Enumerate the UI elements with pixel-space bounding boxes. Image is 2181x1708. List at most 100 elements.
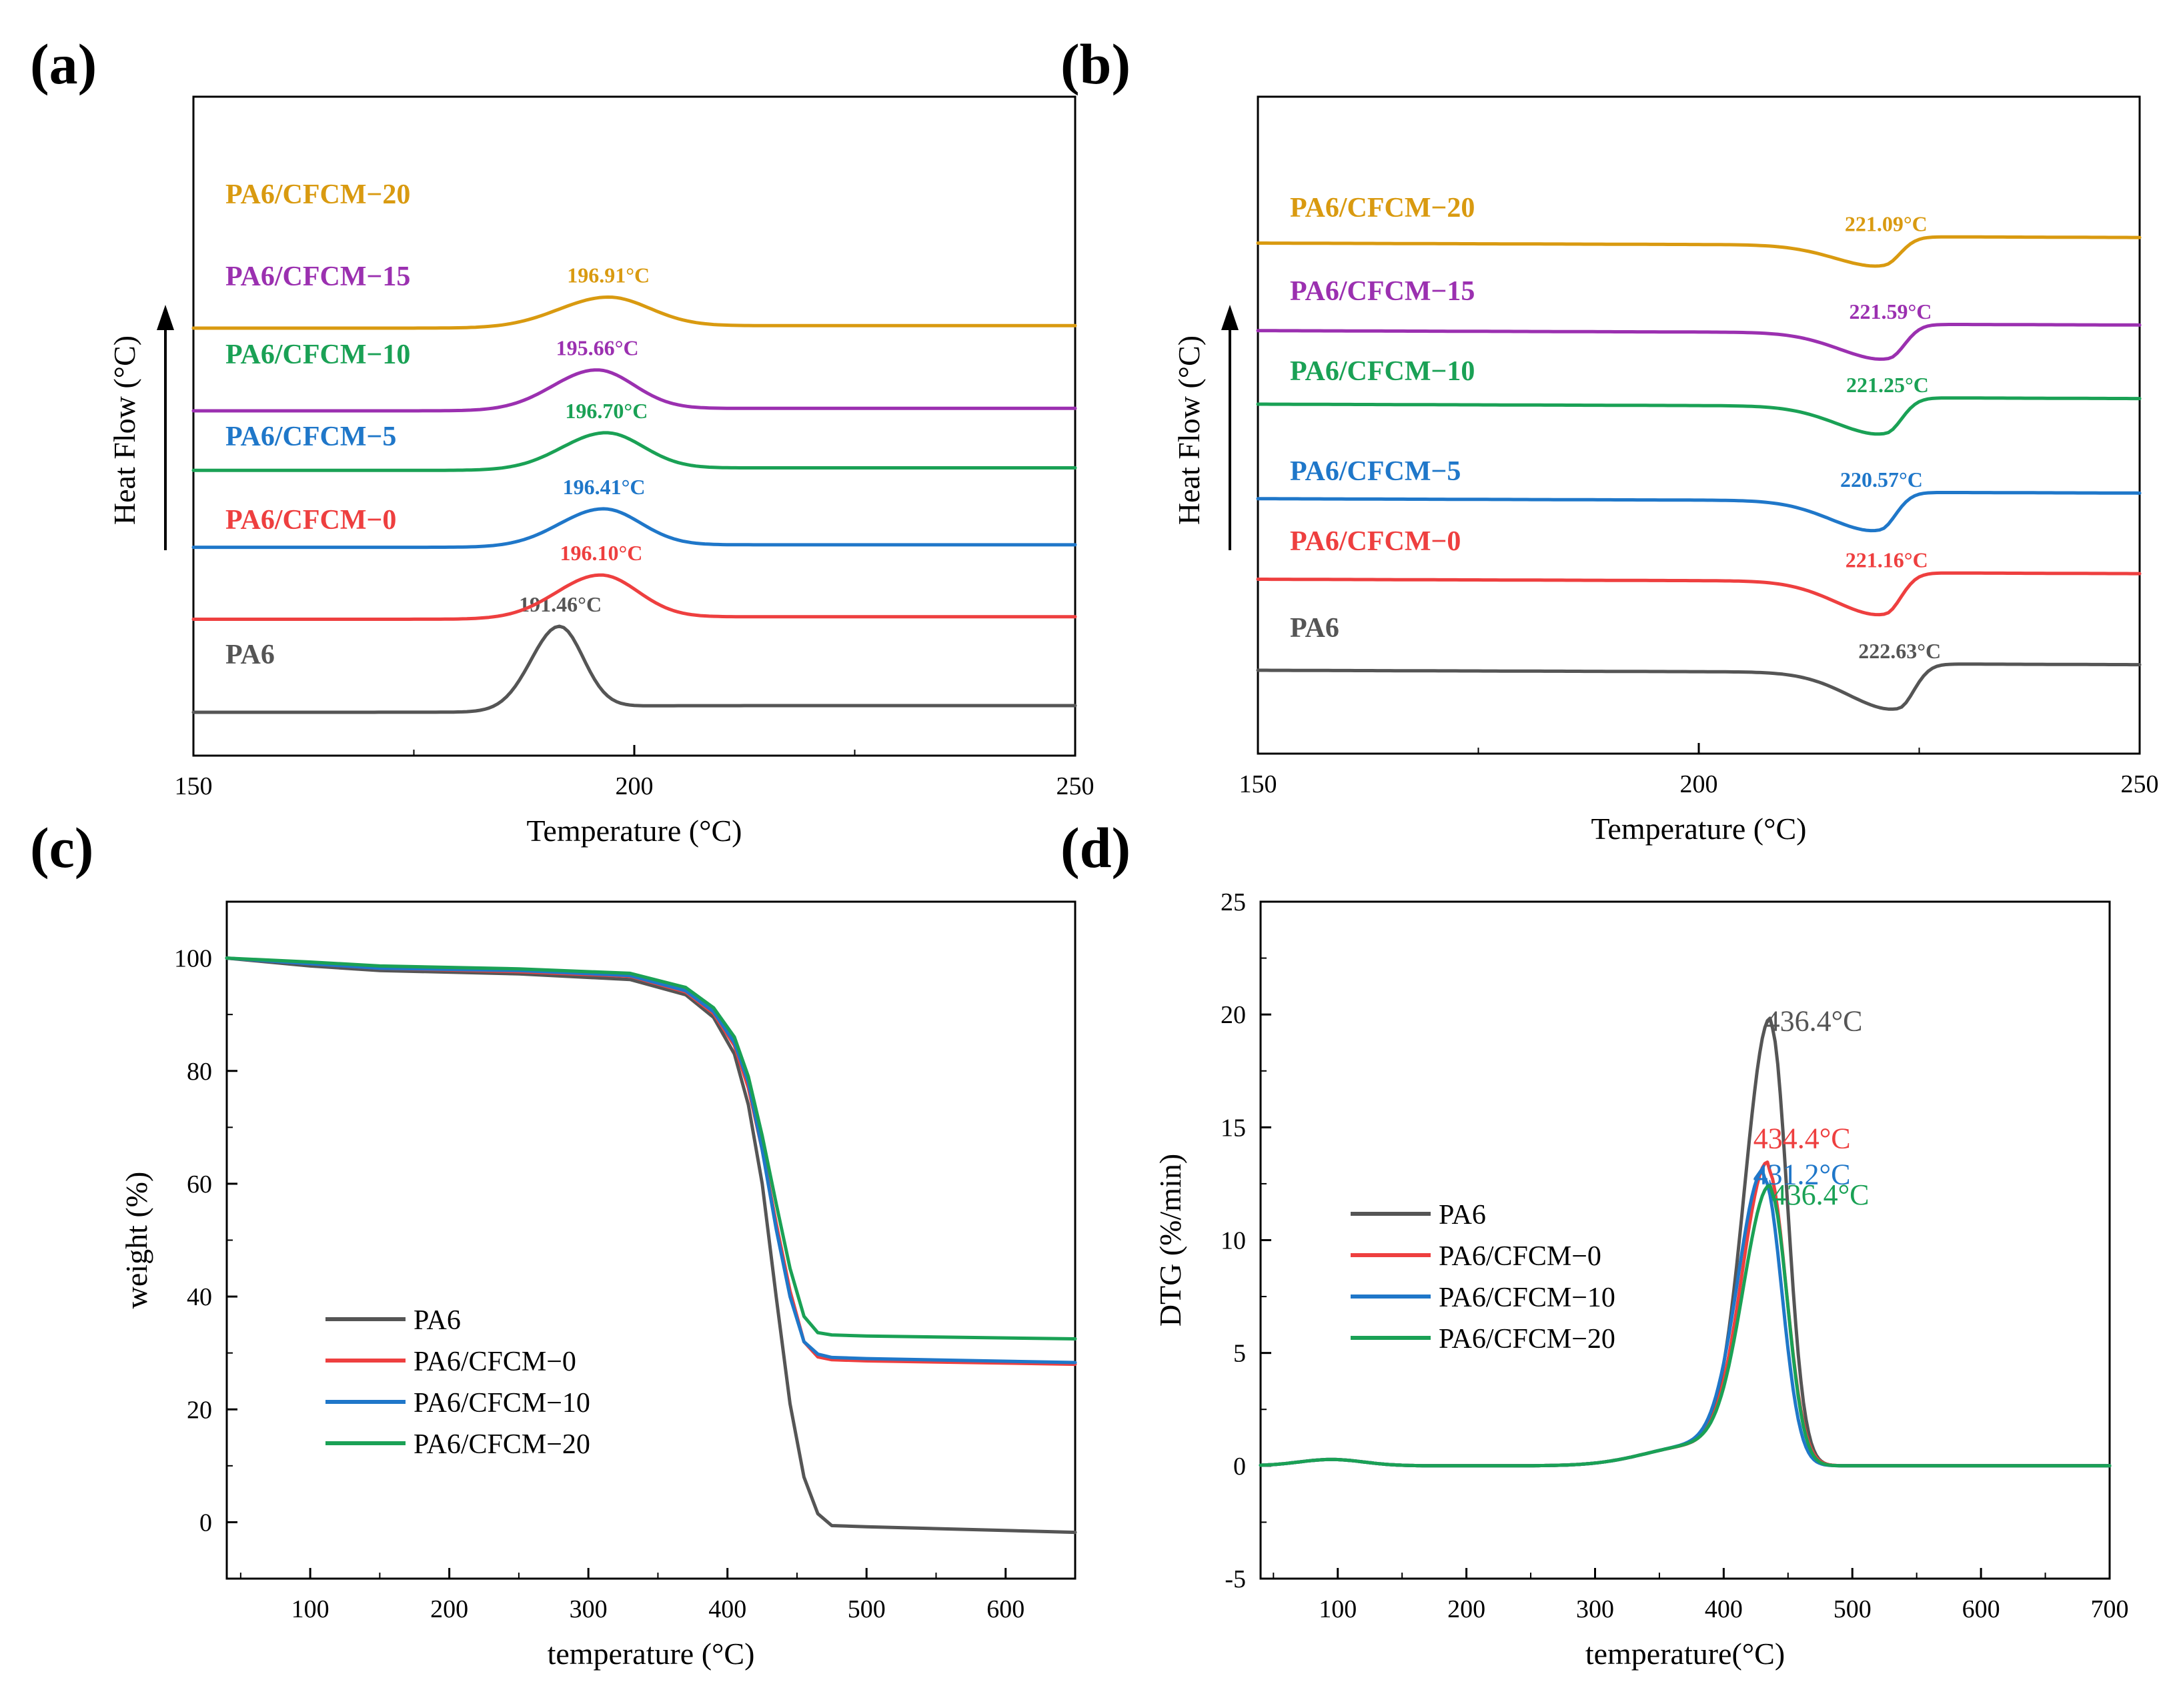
peak-label: 221.09°C [1845, 212, 1928, 236]
series-label-pa6-cfcm-15: PA6/CFCM−15 [225, 261, 410, 292]
series-label-pa6-cfcm-5: PA6/CFCM−5 [1290, 456, 1461, 487]
x-tick-label: 150 [1239, 770, 1277, 798]
curve-pa6 [1259, 1016, 2112, 1468]
y-axis-label: DTG (%/min) [1153, 1154, 1187, 1327]
legend-label-pa6: PA6 [414, 1305, 461, 1336]
y-axis-label: weight (%) [119, 1172, 153, 1309]
legend-label-pa6: PA6 [1439, 1200, 1486, 1230]
x-tick-label: 500 [848, 1595, 886, 1623]
curve-pa6-cfcm-10 [1256, 396, 2142, 436]
curve-pa6-cfcm-0 [1259, 1160, 2112, 1468]
x-tick-label: 200 [616, 772, 654, 800]
x-axis-label: Temperature (°C) [527, 814, 742, 848]
curve-pa6-cfcm-20 [1259, 1183, 2112, 1468]
y-tick-label: 20 [1221, 1001, 1246, 1029]
curve-pa6-cfcm-15 [1256, 323, 2142, 361]
peak-label: 436.4°C [1772, 1178, 1870, 1211]
peak-label: 196.41°C [563, 475, 646, 499]
curve-pa6 [191, 624, 1077, 714]
y-tick-label: 60 [187, 1170, 212, 1198]
legend-label-pa6-cfcm-0: PA6/CFCM−0 [414, 1347, 576, 1377]
panel-label-b: (b) [1060, 32, 1131, 96]
x-tick-label: 200 [430, 1595, 468, 1623]
curve-pa6-cfcm-0 [191, 573, 1077, 621]
y-tick-label: 80 [187, 1058, 212, 1086]
series-label-pa6-cfcm-10: PA6/CFCM−10 [1290, 356, 1475, 387]
panel-d: (d)100 200 300 400 500 600 700temperature(°C)-… [1060, 816, 2129, 1671]
peak-label: 221.16°C [1846, 548, 1928, 572]
x-tick-label: 100 [1319, 1595, 1357, 1623]
x-tick-label: 150 [175, 772, 213, 800]
curve-pa6 [225, 956, 1077, 1535]
curve-pa6-cfcm-0 [1256, 571, 2142, 617]
curve-pa6-cfcm-5 [191, 507, 1077, 550]
peak-label: 222.63°C [1858, 639, 1941, 663]
y-axis-label: Heat Flow (°C) [1172, 335, 1206, 525]
series-label-pa6-cfcm-0: PA6/CFCM−0 [225, 505, 396, 536]
x-tick-label: 400 [1705, 1595, 1743, 1623]
plot-frame-c [225, 900, 1076, 1580]
plot-frame-d [1259, 900, 2111, 1580]
peak-label: 221.25°C [1846, 373, 1929, 397]
series-label-pa6: PA6 [1290, 613, 1339, 644]
x-tick-label: 600 [1962, 1595, 2000, 1623]
x-tick-label: 400 [708, 1595, 746, 1623]
series-label-pa6-cfcm-0: PA6/CFCM−0 [1290, 526, 1461, 557]
panel-label-a: (a) [30, 32, 97, 96]
x-tick-label: 600 [986, 1595, 1024, 1623]
peak-label: 436.4°C [1765, 1005, 1863, 1038]
x-tick-label: 500 [1834, 1595, 1872, 1623]
series-label-pa6-cfcm-10: PA6/CFCM−10 [225, 339, 410, 370]
peak-label: 221.59°C [1849, 299, 1932, 323]
series-label-pa6-cfcm-15: PA6/CFCM−15 [1290, 276, 1475, 307]
x-tick-label: 300 [570, 1595, 608, 1623]
curve-pa6-cfcm-0 [225, 956, 1077, 1367]
x-tick-label: 250 [1056, 772, 1095, 800]
peak-label: 195.66°C [556, 336, 639, 360]
y-axis-label: Heat Flow (°C) [107, 335, 141, 525]
curve-pa6-cfcm-20 [1256, 235, 2142, 268]
x-axis-label: temperature (°C) [548, 1637, 755, 1671]
y-tick-label: 10 [1221, 1227, 1246, 1255]
peak-label: 196.70°C [565, 399, 648, 423]
panel-label-d: (d) [1060, 816, 1131, 880]
curve-pa6-cfcm-20 [191, 295, 1077, 330]
panel-a: (a) 150 200 250 Temperature (°C) Heat Flow (°… [30, 32, 1095, 848]
curve-pa6-cfcm-10 [191, 431, 1077, 472]
legend-label-pa6-cfcm-10: PA6/CFCM−10 [414, 1388, 590, 1419]
legend-label-pa6-cfcm-0: PA6/CFCM−0 [1439, 1241, 1601, 1272]
curve-pa6-cfcm-5 [1256, 491, 2142, 533]
panel-c: (c) 100 200 300 400 500 600 temperature (°C) 0 20… [30, 816, 1077, 1671]
x-tick-label: 200 [1447, 1595, 1485, 1623]
legend-label-pa6-cfcm-20: PA6/CFCM−20 [414, 1429, 590, 1460]
peak-label: 196.10°C [560, 541, 642, 565]
curve-pa6-cfcm-15 [191, 368, 1077, 413]
peak-label: 431.2°C [1753, 1158, 1851, 1191]
legend-label-pa6-cfcm-20: PA6/CFCM−20 [1439, 1324, 1615, 1355]
curve-pa6-cfcm-20 [225, 956, 1077, 1341]
y-tick-label: 40 [187, 1283, 212, 1311]
x-tick-label: 250 [2121, 770, 2159, 798]
y-tick-label: 0 [199, 1509, 212, 1537]
curve-pa6-cfcm-10 [225, 956, 1077, 1365]
x-tick-label: 100 [291, 1595, 329, 1623]
peak-label: 434.4°C [1753, 1122, 1851, 1155]
y-tick-label: 20 [187, 1396, 212, 1424]
x-axis-label: temperature(°C) [1585, 1637, 1785, 1671]
peak-label: 191.46°C [519, 592, 602, 616]
heat-flow-arrow-head [1221, 305, 1239, 330]
y-tick-label: 15 [1221, 1114, 1246, 1142]
legend-label-pa6-cfcm-10: PA6/CFCM−10 [1439, 1283, 1615, 1313]
series-label-pa6-cfcm-5: PA6/CFCM−5 [225, 421, 396, 452]
x-axis-label: Temperature (°C) [1591, 812, 1807, 846]
y-tick-label: -5 [1225, 1565, 1246, 1593]
series-label-pa6: PA6 [225, 640, 275, 670]
series-label-pa6-cfcm-20: PA6/CFCM−20 [225, 179, 410, 210]
series-label-pa6-cfcm-20: PA6/CFCM−20 [1290, 193, 1475, 223]
x-tick-label: 200 [1680, 770, 1718, 798]
heat-flow-arrow-head [157, 305, 174, 330]
panel-b: (b) 150 200 250 Temperature (°C) Heat Flow (°… [1060, 32, 2159, 846]
peak-label: 196.91°C [567, 263, 650, 287]
x-tick-label: 300 [1576, 1595, 1614, 1623]
